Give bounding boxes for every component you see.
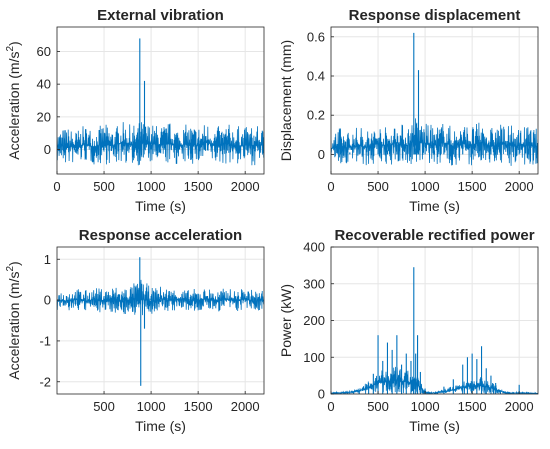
x-tick-label: 0 — [327, 399, 334, 414]
y-tick-label: 0 — [44, 142, 51, 157]
chart-panel-3: 500 1000 1500 2000 -2 -1 0 1 Response accelerati… — [5, 227, 265, 434]
chart-panel-4: 0 500 1000 1500 2000 0 100 200 300 400 Recoverable… — [278, 227, 539, 434]
y-tick-label: 0.2 — [307, 108, 325, 123]
y-axis-label: Power (kW) — [278, 284, 294, 357]
chart-title: External vibration — [97, 7, 224, 24]
x-tick-label: 1000 — [137, 399, 166, 414]
y-tick-label: 20 — [37, 109, 51, 124]
chart-panel-1: 0 500 1000 1500 2000 0 20 40 60 External vibratio… — [5, 7, 265, 214]
x-axis-label: Time (s) — [409, 418, 460, 434]
x-tick-label: 1000 — [411, 399, 440, 414]
y-tick-label: 300 — [303, 276, 325, 291]
y-tick-label: 60 — [37, 44, 51, 59]
y-tick-label: 40 — [37, 77, 51, 92]
y-axis-label: Displacement (mm) — [278, 40, 294, 161]
x-tick-label: 1500 — [458, 179, 487, 194]
x-tick-label: 2000 — [505, 179, 534, 194]
series-trace — [57, 279, 264, 316]
x-tick-label: 2000 — [505, 399, 534, 414]
y-tick-label: 200 — [303, 313, 325, 328]
y-tick-label: 0.6 — [307, 29, 325, 44]
x-tick-label: 2000 — [231, 399, 260, 414]
y-axis-label: Acceleration (m/s2) — [5, 41, 22, 159]
x-tick-label: 1000 — [137, 179, 166, 194]
x-axis-label: Time (s) — [409, 198, 460, 214]
x-tick-label: 500 — [367, 399, 389, 414]
x-tick-label: 500 — [93, 179, 115, 194]
plot-area — [57, 247, 264, 394]
series-trace — [331, 118, 538, 166]
x-axis-label: Time (s) — [135, 198, 186, 214]
x-tick-label: 1500 — [184, 179, 213, 194]
y-tick-label: -1 — [39, 333, 51, 348]
x-axis-label: Time (s) — [135, 418, 186, 434]
y-tick-label: -2 — [39, 374, 51, 389]
x-tick-label: 500 — [93, 399, 115, 414]
x-tick-label: 0 — [327, 179, 334, 194]
axis-box — [56, 246, 265, 395]
axis-box — [330, 26, 539, 175]
y-tick-label: 1 — [44, 252, 51, 267]
y-tick-label: 400 — [303, 240, 325, 255]
y-tick-label: 100 — [303, 350, 325, 365]
y-tick-label: 0 — [318, 387, 325, 402]
x-tick-label: 1500 — [458, 399, 487, 414]
axis-box — [56, 26, 265, 175]
x-tick-label: 1000 — [411, 179, 440, 194]
x-tick-label: 500 — [367, 179, 389, 194]
series-trace — [57, 122, 264, 166]
x-tick-label: 2000 — [231, 179, 260, 194]
y-tick-label: 0 — [318, 147, 325, 162]
chart-panel-2: 0 500 1000 1500 2000 0 0.2 0.4 0.6 Response displ… — [278, 7, 539, 214]
y-tick-label: 0 — [44, 293, 51, 308]
x-tick-label: 0 — [53, 179, 60, 194]
chart-title: Response acceleration — [79, 227, 242, 244]
chart-title: Response displacement — [349, 7, 521, 24]
chart-title: Recoverable rectified power — [334, 227, 534, 244]
y-axis-label: Acceleration (m/s2) — [5, 261, 22, 379]
y-tick-label: 0.4 — [307, 69, 325, 84]
x-tick-label: 1500 — [184, 399, 213, 414]
